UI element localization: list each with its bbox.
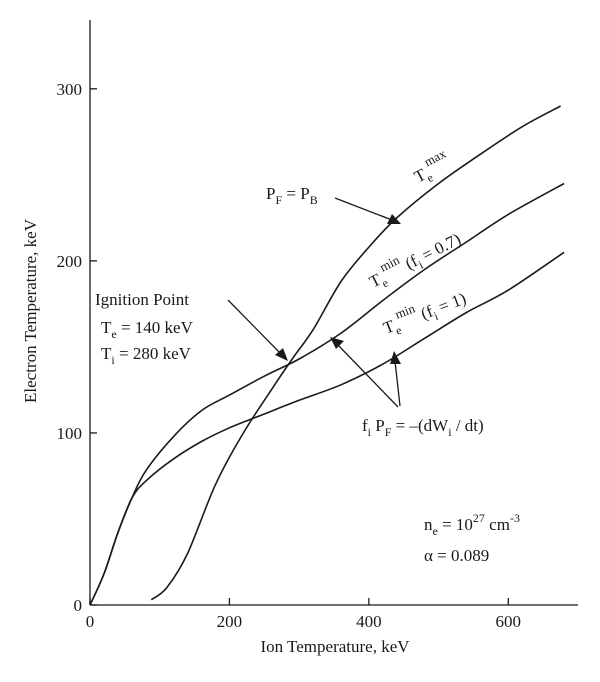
ignition-te: Te = 140 keV bbox=[101, 318, 194, 341]
series-line-te-max bbox=[150, 105, 561, 601]
arrow-ignition-head bbox=[275, 348, 288, 361]
y-tick-label: 200 bbox=[57, 252, 83, 271]
y-tick-label: 0 bbox=[74, 596, 83, 615]
ignition-ti: Ti = 280 keV bbox=[101, 344, 192, 367]
arrow-balance-right-line bbox=[394, 360, 401, 407]
y-tick-label: 300 bbox=[57, 80, 83, 99]
arrow-balance-left-head bbox=[330, 337, 344, 349]
arrow-pf-pb-line bbox=[334, 197, 393, 221]
arrow-pf-pb-head bbox=[387, 214, 401, 224]
arrow-balance-right-head bbox=[390, 351, 401, 364]
energy-balance-label: fi PF = –(dWi / dt) bbox=[362, 416, 484, 439]
x-tick-label: 600 bbox=[496, 612, 522, 631]
y-tick-label: 100 bbox=[57, 424, 83, 443]
te-min-fi1-label: Temin (fi = 1) bbox=[378, 282, 470, 341]
te-max-label: Temax bbox=[408, 145, 456, 190]
x-tick-label: 400 bbox=[356, 612, 382, 631]
arrow-ignition-line bbox=[227, 299, 282, 355]
series-line-te-min-fi07 bbox=[89, 182, 565, 606]
x-axis-title: Ion Temperature, keV bbox=[260, 637, 410, 656]
tick-labels: 0 200 400 600 0 100 200 300 bbox=[57, 80, 522, 631]
y-axis-title: Electron Temperature, keV bbox=[21, 218, 40, 403]
density-label: ne = 1027 cm-3 bbox=[424, 511, 520, 538]
series-group bbox=[89, 105, 565, 606]
x-tick-label: 0 bbox=[86, 612, 95, 631]
x-tick-label: 200 bbox=[217, 612, 243, 631]
ignition-label: Ignition Point Te = 140 keV Ti = 280 keV bbox=[95, 290, 194, 367]
te-min-fi07-label: Temin (fi = 0.7) bbox=[363, 223, 466, 295]
alpha-label: α = 0.089 bbox=[424, 546, 489, 565]
arrows bbox=[227, 197, 401, 408]
series-line-te-min-fi1 bbox=[89, 251, 565, 606]
ignition-title: Ignition Point bbox=[95, 290, 189, 309]
arrow-balance-left-line bbox=[336, 343, 399, 408]
pf-pb-label: PF = PB bbox=[266, 184, 318, 207]
